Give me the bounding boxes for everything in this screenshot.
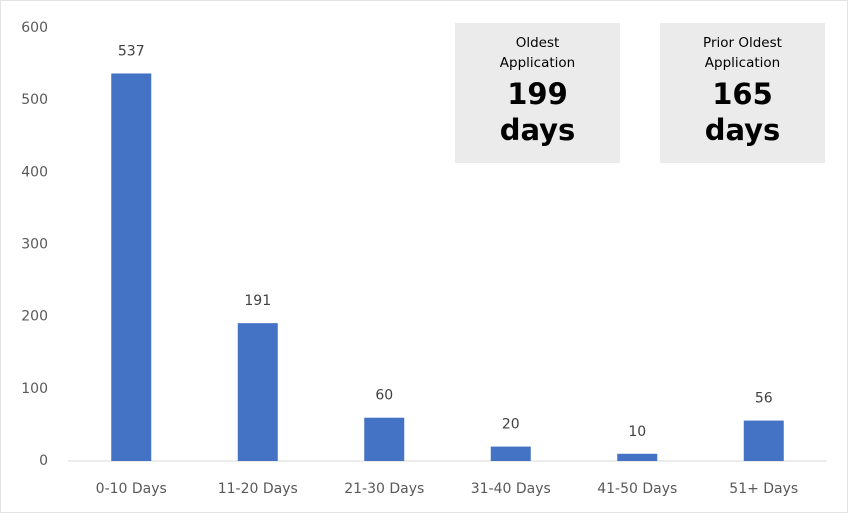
bar [111, 73, 152, 461]
y-tick-label: 0 [39, 453, 48, 469]
data-label: 56 [755, 391, 773, 407]
x-tick-label: 21-30 Days [344, 481, 424, 497]
annotation-box: Prior Oldest Application 165 days [660, 23, 825, 163]
data-label: 60 [375, 388, 393, 404]
data-label: 10 [628, 424, 646, 440]
y-tick-label: 300 [21, 237, 48, 253]
y-tick-label: 500 [21, 92, 48, 108]
annotation-unit: days [499, 113, 576, 147]
annotation-label: Prior Oldest Application [703, 35, 782, 71]
bar [617, 453, 658, 461]
bar [743, 420, 784, 461]
data-label: 537 [118, 43, 145, 59]
y-tick-label: 100 [21, 381, 48, 397]
annotation-value: 199 [507, 77, 568, 111]
data-label: 20 [502, 417, 520, 433]
y-tick-label: 200 [21, 309, 48, 325]
bar [364, 417, 405, 461]
bar [237, 323, 278, 461]
x-tick-label: 41-50 Days [597, 481, 677, 497]
y-tick-label: 400 [21, 164, 48, 180]
annotation-label: Oldest Application [499, 35, 576, 71]
x-tick-label: 11-20 Days [218, 481, 298, 497]
y-tick-label: 600 [21, 20, 48, 36]
x-tick-label: 51+ Days [729, 481, 798, 497]
bar [490, 446, 531, 461]
annotation-unit: days [704, 113, 781, 147]
annotation-box: Oldest Application 199 days [455, 23, 620, 163]
x-tick-label: 31-40 Days [471, 481, 551, 497]
annotation-value: 165 [712, 77, 773, 111]
x-tick-label: 0-10 Days [96, 481, 167, 497]
data-label: 191 [244, 293, 271, 309]
